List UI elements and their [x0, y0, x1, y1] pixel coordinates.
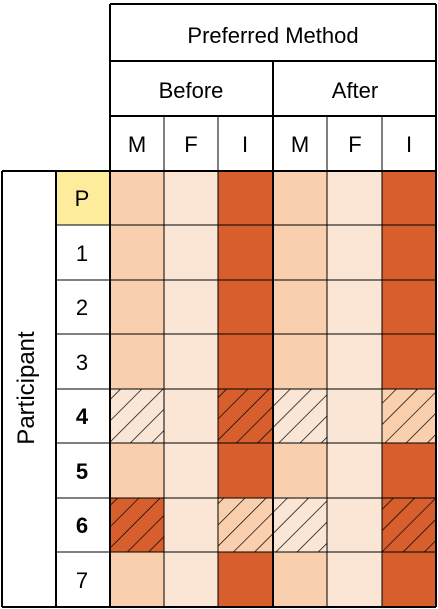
grid-cell	[218, 334, 273, 389]
grid-cell-hatch	[110, 389, 164, 443]
grid-cell-hatch	[273, 389, 327, 443]
grid-cell	[273, 171, 327, 225]
group-label-before: Before	[159, 78, 224, 103]
row-label: 6	[76, 513, 88, 538]
grid-cell-hatch	[273, 498, 327, 552]
grid-cell	[218, 280, 273, 334]
grid-cell	[327, 225, 382, 280]
row-label: 2	[76, 295, 88, 320]
grid-cell	[327, 280, 382, 334]
grid-cell	[327, 552, 382, 607]
grid-cell	[327, 389, 382, 443]
grid-cell	[273, 443, 327, 498]
grid-cell	[164, 498, 218, 552]
row-label: 7	[76, 568, 88, 593]
side-label: Participant	[13, 331, 40, 445]
column-label: F	[348, 132, 361, 157]
grid-cell	[110, 171, 164, 225]
grid-cell	[218, 171, 273, 225]
grid-cell	[382, 552, 436, 607]
grid-cell	[273, 334, 327, 389]
row-label: 4	[76, 404, 89, 429]
grid-cell	[164, 171, 218, 225]
grid-cell	[327, 171, 382, 225]
grid-cell	[327, 498, 382, 552]
grid-cell	[110, 552, 164, 607]
grid-cell	[110, 280, 164, 334]
column-label: M	[128, 132, 146, 157]
grid-cell	[218, 225, 273, 280]
grid-cell	[382, 280, 436, 334]
grid-cell-hatch	[218, 498, 273, 552]
grid-cell	[273, 225, 327, 280]
grid-cell	[327, 334, 382, 389]
grid-cell	[382, 171, 436, 225]
grid-cell	[218, 552, 273, 607]
grid-cell	[218, 443, 273, 498]
row-label: 1	[76, 241, 88, 266]
grid-cell	[382, 443, 436, 498]
grid-cell	[164, 225, 218, 280]
grid-cell	[164, 280, 218, 334]
grid-cell-hatch	[382, 389, 436, 443]
row-label: 3	[76, 350, 88, 375]
grid-cell	[382, 334, 436, 389]
grid-cell	[273, 552, 327, 607]
header-title: Preferred Method	[187, 23, 358, 48]
grid-cell	[327, 443, 382, 498]
grid-cell-hatch	[110, 498, 164, 552]
grid-cell	[164, 389, 218, 443]
row-label: 5	[76, 459, 88, 484]
column-label: M	[291, 132, 309, 157]
grid-cell	[164, 334, 218, 389]
column-label: F	[184, 132, 197, 157]
row-label: P	[75, 186, 90, 211]
column-label: I	[242, 132, 248, 157]
grid-cell	[110, 225, 164, 280]
grid-cell	[164, 443, 218, 498]
column-label: I	[406, 132, 412, 157]
grid-cell	[273, 280, 327, 334]
grid-cell	[164, 552, 218, 607]
grid-cell	[382, 225, 436, 280]
grid-cell-hatch	[382, 498, 436, 552]
grid-cell	[110, 334, 164, 389]
grid-cell-hatch	[218, 389, 273, 443]
group-label-after: After	[332, 78, 378, 103]
grid-cell	[110, 443, 164, 498]
